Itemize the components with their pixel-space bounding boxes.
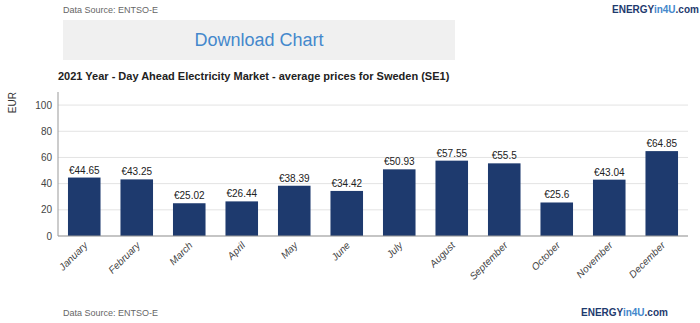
y-tick-label: 60 xyxy=(41,152,53,163)
data-label: €38.39 xyxy=(279,173,310,184)
x-tick-label: August xyxy=(427,239,458,270)
bars xyxy=(68,151,678,236)
data-label: €25.02 xyxy=(174,190,205,201)
data-label: €43.04 xyxy=(594,167,625,178)
bar xyxy=(383,169,416,236)
y-tick-label: 20 xyxy=(41,204,53,215)
brand-part: ENERGY xyxy=(581,307,624,318)
x-tick-label: October xyxy=(529,239,562,272)
brand: ENERGYin4U.com xyxy=(612,4,699,15)
chart-svg: Data Source: ENTSO-EENERGYin4U.comDownlo… xyxy=(0,0,700,323)
x-axis-line xyxy=(58,236,688,237)
x-tick-label: September xyxy=(467,239,510,282)
grid-line xyxy=(58,105,688,106)
data-label: €34.42 xyxy=(331,178,362,189)
bar xyxy=(173,203,206,236)
x-tick-label: December xyxy=(627,239,668,280)
data-label: €26.44 xyxy=(226,188,257,199)
data-label: €55.5 xyxy=(492,150,517,161)
y-tick-label: 100 xyxy=(35,100,52,111)
bar xyxy=(68,178,101,236)
x-tick-label: March xyxy=(167,239,195,267)
chart-container: Data Source: ENTSO-EENERGYin4U.comDownlo… xyxy=(0,0,700,323)
brand-part: in4U xyxy=(654,4,676,15)
grid-line xyxy=(58,236,688,237)
x-tick-label: February xyxy=(106,239,143,276)
x-tick-label: July xyxy=(384,239,406,261)
x-tick-label: June xyxy=(328,239,352,263)
bar xyxy=(330,191,363,236)
data-label: €25.6 xyxy=(544,189,569,200)
bar xyxy=(593,180,626,236)
x-tick-label: November xyxy=(574,239,615,280)
data-label: €50.93 xyxy=(384,156,415,167)
y-axis-line xyxy=(58,92,59,236)
data-label: €57.55 xyxy=(436,148,467,159)
bar xyxy=(645,151,678,236)
background xyxy=(0,0,700,323)
annotation: Download Chart xyxy=(194,30,323,50)
x-tick-label: January xyxy=(56,239,90,273)
annotation: Data Source: ENTSO-E xyxy=(63,5,158,15)
y-tick-label: 40 xyxy=(41,178,53,189)
bar xyxy=(435,161,468,236)
brand-part: .com xyxy=(645,307,668,318)
bar xyxy=(278,186,311,236)
data-label: €43.25 xyxy=(121,166,152,177)
brand-part: in4U xyxy=(623,307,645,318)
data-label: €64.85 xyxy=(646,138,677,149)
y-axis-label: EUR xyxy=(7,92,18,113)
y-tick-label: 0 xyxy=(46,231,52,242)
brand-part: ENERGY xyxy=(612,4,655,15)
x-tick-label: April xyxy=(225,239,248,262)
grid-line xyxy=(58,157,688,158)
y-tick-label: 80 xyxy=(41,126,53,137)
bar xyxy=(540,202,573,236)
bar xyxy=(225,201,258,236)
bar xyxy=(488,163,521,236)
bar xyxy=(120,179,153,236)
title: 2021 Year - Day Ahead Electricity Market… xyxy=(58,70,450,82)
header-band xyxy=(63,20,455,60)
x-tick-label: May xyxy=(279,239,301,261)
brand-part: .com xyxy=(676,4,699,15)
brand: ENERGYin4U.com xyxy=(581,307,668,318)
data-label: €44.65 xyxy=(69,165,100,176)
annotation: Data Source: ENTSO-E xyxy=(63,308,158,318)
grid-line xyxy=(58,131,688,132)
